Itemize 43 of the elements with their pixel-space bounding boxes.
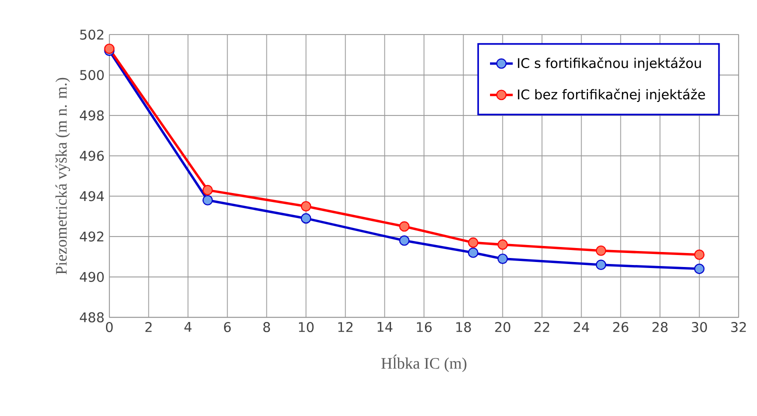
x-tick-label: 2 bbox=[145, 322, 152, 332]
point bbox=[596, 245, 606, 256]
x-tick-label: 12 bbox=[338, 322, 352, 332]
x-tick-label: 32 bbox=[731, 322, 746, 332]
point bbox=[202, 195, 213, 206]
x-tick-label: 6 bbox=[224, 322, 231, 332]
y-axis-title: Piezometrická výška (m n. m.) bbox=[55, 78, 70, 274]
y-tick-label: 500 bbox=[80, 70, 104, 80]
y-tick-label: 496 bbox=[80, 150, 104, 161]
y-tick-label: 494 bbox=[80, 191, 104, 202]
point bbox=[497, 254, 508, 264]
x-tick-label: 30 bbox=[692, 322, 707, 332]
x-tick-label: 4 bbox=[184, 322, 192, 332]
point bbox=[202, 184, 213, 196]
point bbox=[694, 250, 705, 260]
x-tick-label: 26 bbox=[613, 322, 628, 332]
point bbox=[300, 213, 312, 224]
x-axis-title: Hĺbka IC (m) bbox=[381, 354, 466, 372]
x-tick-label: 20 bbox=[495, 322, 510, 332]
x-tick-label: 10 bbox=[298, 322, 314, 332]
x-tick-label: 24 bbox=[574, 322, 590, 332]
legend-label: IC s fortifikačnou injektážou bbox=[518, 57, 701, 71]
y-tick-label: 492 bbox=[80, 232, 104, 242]
point bbox=[596, 260, 606, 270]
x-tick-label: 16 bbox=[416, 322, 432, 332]
y-tick-label: 502 bbox=[80, 30, 104, 40]
legend-label: IC bez fortifikačnej injektáže bbox=[518, 88, 705, 102]
x-tick-label: 28 bbox=[652, 322, 668, 332]
y-tick-label: 490 bbox=[80, 272, 104, 282]
y-tick-label: 488 bbox=[80, 312, 104, 322]
y-tick-label: 498 bbox=[80, 110, 104, 120]
x-tick-label: 22 bbox=[534, 322, 550, 332]
point bbox=[468, 248, 478, 258]
point bbox=[399, 221, 410, 232]
point bbox=[694, 264, 705, 274]
x-tick-label: 8 bbox=[263, 322, 270, 332]
point bbox=[468, 237, 478, 248]
x-tick-label: 18 bbox=[456, 322, 471, 332]
point bbox=[300, 201, 312, 212]
x-tick-label: 0 bbox=[106, 322, 113, 332]
x-tick-label: 14 bbox=[378, 322, 392, 332]
point bbox=[399, 235, 410, 246]
point bbox=[497, 239, 508, 250]
